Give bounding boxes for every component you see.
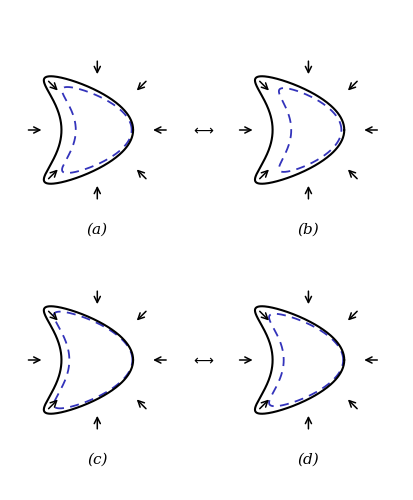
Text: (c): (c): [87, 453, 107, 467]
Text: (d): (d): [297, 453, 318, 467]
Text: $\longleftrightarrow$: $\longleftrightarrow$: [190, 123, 214, 137]
Text: $\longleftrightarrow$: $\longleftrightarrow$: [190, 353, 214, 367]
Text: (b): (b): [297, 223, 318, 237]
Text: (a): (a): [86, 223, 108, 237]
